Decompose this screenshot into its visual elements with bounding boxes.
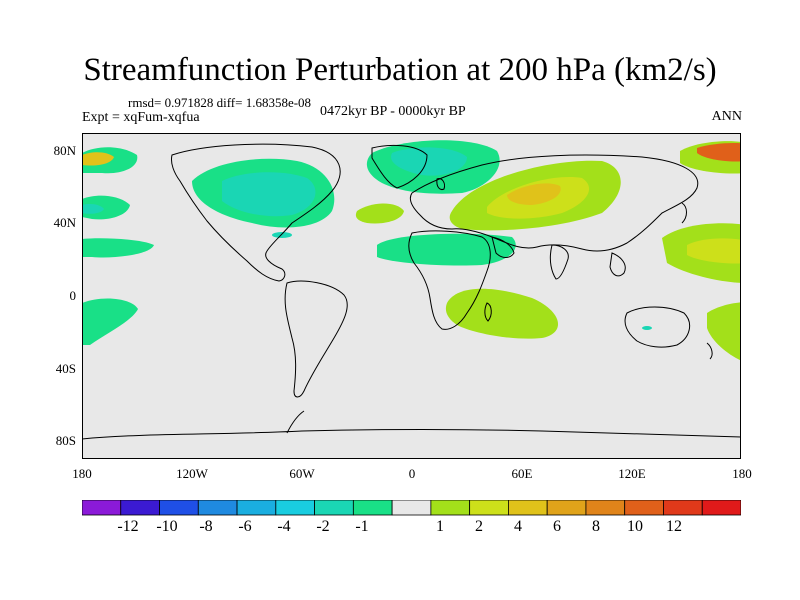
lon-label-120e: 120E <box>618 466 646 481</box>
contour-australia-patch <box>642 326 652 330</box>
lon-label-180e: 180 <box>732 466 752 481</box>
coast-antarctica <box>82 429 741 440</box>
colorbar-swatch <box>236 500 277 516</box>
colorbar-label: 6 <box>553 518 561 535</box>
colorbar-label: -4 <box>277 518 291 535</box>
coast-antarctic-peninsula <box>286 410 305 434</box>
contour-west-edge-sub <box>82 238 154 258</box>
colorbar-swatch <box>275 500 315 516</box>
colorbar-label: 1 <box>436 518 444 535</box>
colorbar-swatch <box>82 500 122 516</box>
colorbar-swatch <box>624 500 664 516</box>
colorbar-swatch <box>352 500 393 516</box>
lat-label-80s: 80S <box>55 433 76 448</box>
coast-india <box>549 244 569 280</box>
colorbar-label: -6 <box>238 518 252 535</box>
contour-eurasia-inner <box>507 183 561 205</box>
colorbar <box>82 500 741 516</box>
contour-west-edge-north-inner <box>82 152 114 166</box>
experiment-label: Expt = xqFum-xqfua <box>82 110 200 125</box>
lat-label-80n: 80N <box>53 143 76 158</box>
coast-uk <box>436 178 445 190</box>
colorbar-label: -12 <box>117 518 139 535</box>
coast-madagascar <box>484 302 492 322</box>
season-label: ANN <box>711 109 742 124</box>
coast-south-america <box>284 280 348 398</box>
map-frame <box>82 133 741 459</box>
colorbar-swatch <box>120 500 160 516</box>
lon-label-180w: 180 <box>72 466 92 481</box>
lon-label-120w: 120W <box>176 466 208 481</box>
coastlines <box>82 143 741 440</box>
colorbar-swatch <box>701 500 741 516</box>
contour-fields <box>82 140 741 361</box>
colorbar-swatch <box>430 500 471 516</box>
lat-label-40n: 40N <box>53 215 76 230</box>
contour-na-inner <box>222 172 316 217</box>
coast-greenland <box>371 144 428 189</box>
colorbar-swatch <box>546 500 587 516</box>
map-panel <box>82 133 741 459</box>
lon-label-60e: 60E <box>511 466 533 481</box>
coast-arabia <box>491 236 515 258</box>
period-label: 0472kyr BP - 0000kyr BP <box>320 104 466 119</box>
colorbar-swatch <box>508 500 548 516</box>
contour-mexico-patch <box>272 232 292 238</box>
contour-swpacific <box>707 302 741 361</box>
lon-label-0: 0 <box>408 466 416 481</box>
contour-npacific-inner <box>697 143 741 162</box>
coast-north-america <box>171 143 341 282</box>
lon-label-60w: 60W <box>289 466 315 481</box>
lat-label-40s: 40S <box>55 361 76 376</box>
colorbar-swatch <box>314 500 354 516</box>
contour-atlantic-small <box>355 203 404 224</box>
colorbar-swatch <box>585 500 626 516</box>
colorbar-label: 10 <box>627 518 643 535</box>
colorbar-swatch <box>469 500 509 516</box>
colorbar-label: -10 <box>156 518 178 535</box>
coast-australia <box>624 306 691 348</box>
contour-greenland-inner <box>391 147 467 176</box>
colorbar-label: -2 <box>316 518 330 535</box>
contour-southpacific-west <box>82 298 138 345</box>
map-title: Streamfunction Perturbation at 200 hPa (… <box>83 52 717 88</box>
colorbar-label: -8 <box>199 518 213 535</box>
colorbar-label: 12 <box>666 518 682 535</box>
coast-new-zealand <box>706 342 713 360</box>
coast-eurasia <box>409 154 699 252</box>
coast-japan <box>681 202 687 224</box>
stats-text: rmsd= 0.971828 diff= 1.68358e-08 <box>128 95 312 110</box>
contour-west-edge-mid-inner <box>82 204 104 214</box>
colorbar-label: -1 <box>355 518 369 535</box>
coast-se-asia <box>609 252 626 277</box>
colorbar-label: 4 <box>514 518 522 535</box>
colorbar-label: 8 <box>592 518 600 535</box>
colorbar-label: 2 <box>475 518 483 535</box>
coast-africa <box>408 230 491 330</box>
contour-pacific-east-inner <box>687 238 741 264</box>
colorbar-swatch <box>197 500 238 516</box>
lat-label-0: 0 <box>69 288 77 303</box>
colorbar-swatch <box>663 500 703 516</box>
colorbar-swatch <box>159 500 199 516</box>
colorbar-swatch <box>391 500 432 516</box>
